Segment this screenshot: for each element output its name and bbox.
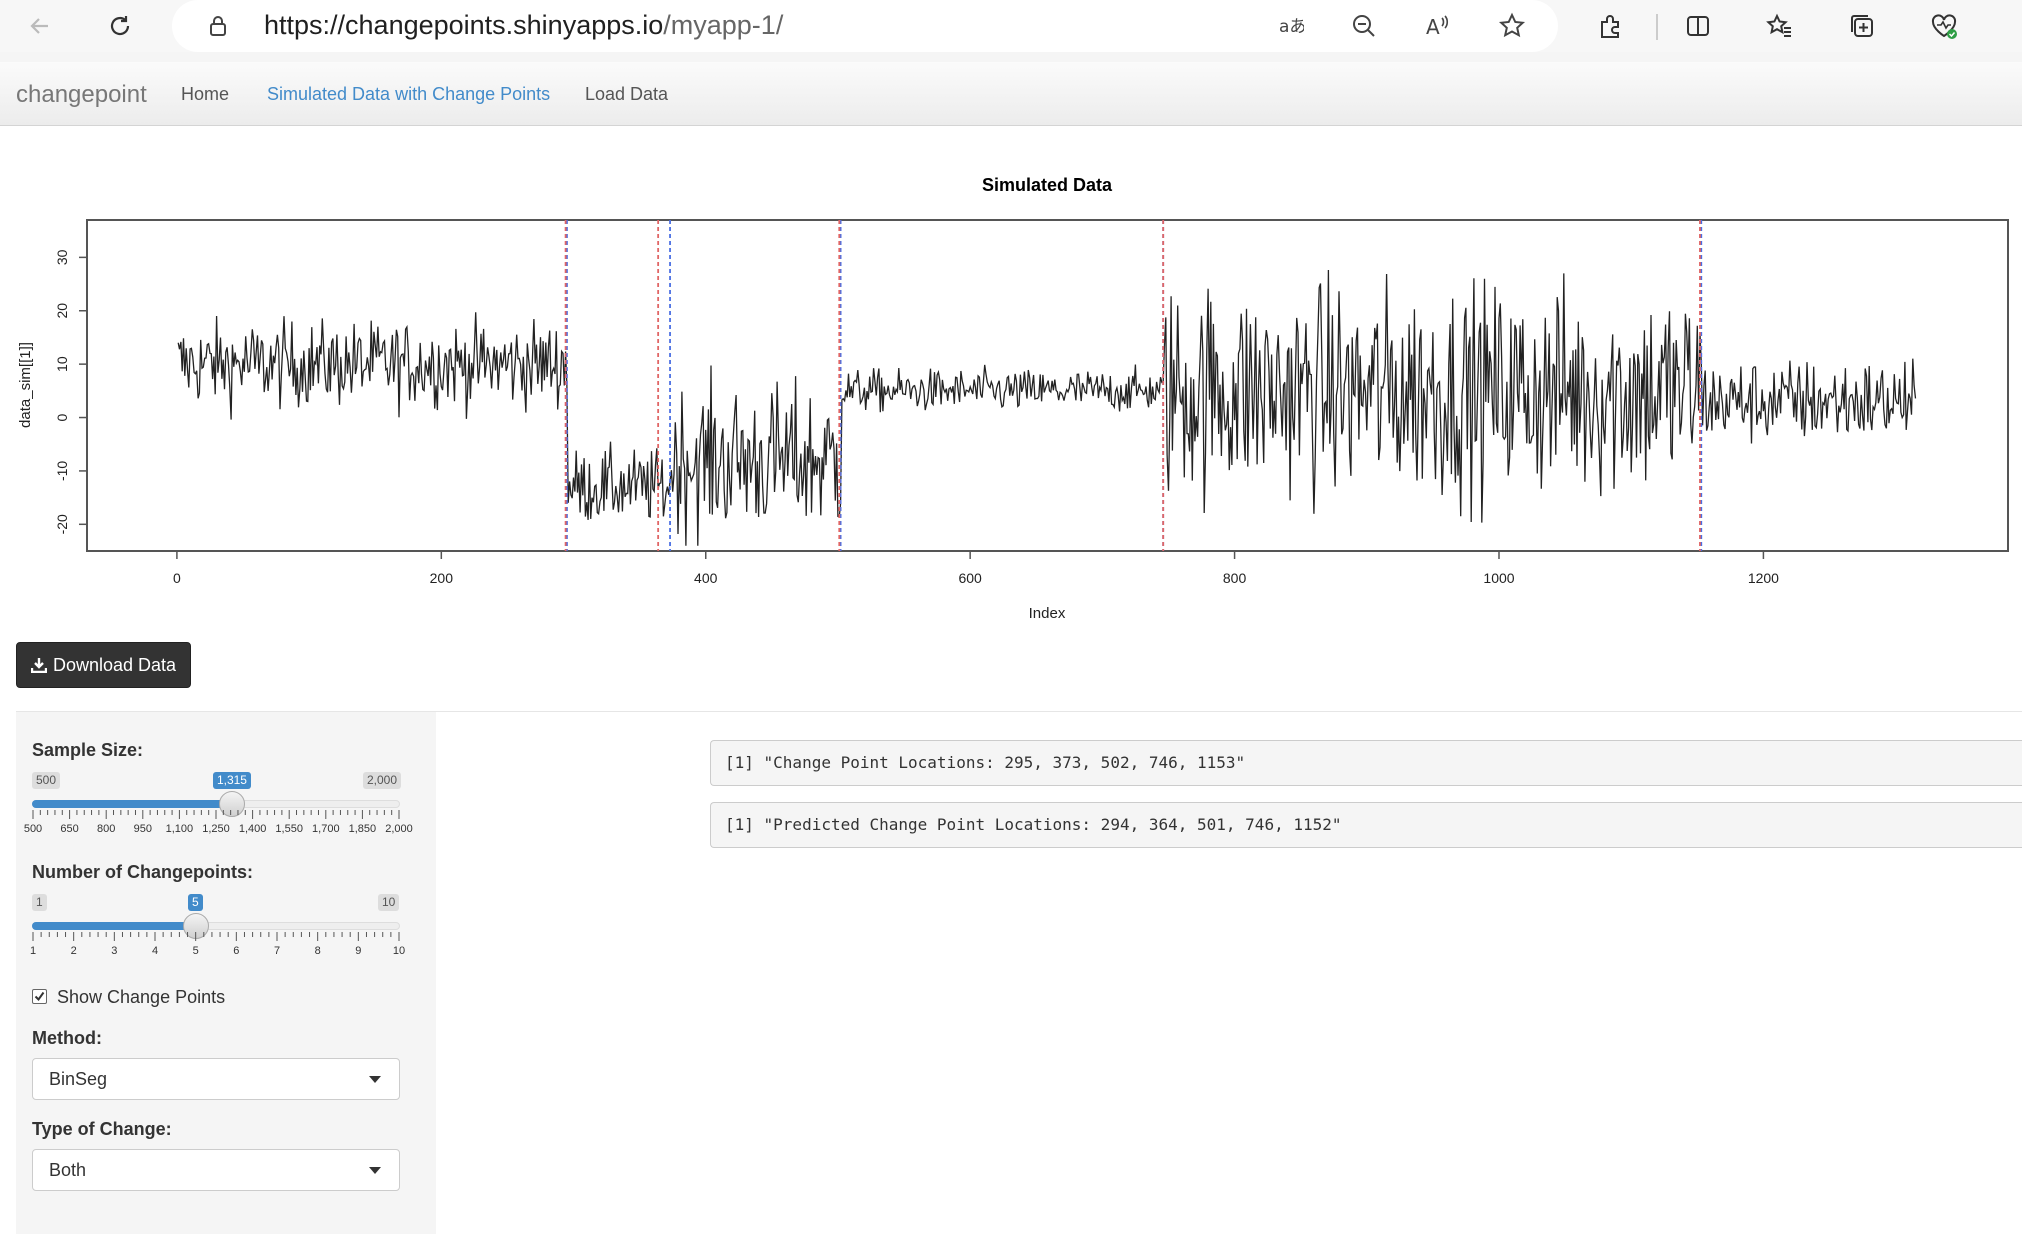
plot-frame [86,219,2009,552]
sample-size-ticks [32,810,400,819]
slider-tick-label: 650 [60,823,79,835]
extensions-icon[interactable] [1594,10,1626,42]
app-navbar: changepoint Home Simulated Data with Cha… [0,62,2022,126]
svg-text:aあ: aあ [1279,17,1304,37]
y-tick-label: 10 [54,356,70,372]
slider-tick-label: 1,850 [348,823,377,835]
x-tick-label: 1200 [1748,570,1779,586]
checkmark-icon [34,991,45,1002]
y-tick-label: 30 [54,249,70,265]
slider-tick-label: 5 [192,945,199,957]
type-of-change-select[interactable]: Both [32,1149,400,1191]
slider-tick-label: 1,700 [312,823,340,835]
refresh-icon[interactable] [104,10,136,42]
num-changepoints-label: Number of Changepoints: [32,862,253,882]
slider-tick-label: 8 [314,945,321,957]
x-tick-label: 1000 [1483,570,1514,586]
tab-load-data[interactable]: Load Data [585,84,669,104]
favorites-icon[interactable] [1764,10,1796,42]
slider-tick-label: 1 [29,945,37,957]
url-path: /myapp-1/ [663,10,784,40]
browser-essentials-icon[interactable] [1928,10,1960,42]
method-select[interactable]: BinSeg [32,1058,400,1100]
translate-icon[interactable]: aあ [1274,10,1306,42]
slider-tick-label: 6 [233,945,240,957]
chevron-down-icon [369,1076,381,1083]
address-bar[interactable]: https://changepoints.shinyapps.io/myapp-… [172,0,1558,52]
navbar-brand[interactable]: changepoint [16,81,147,108]
favorite-star-icon[interactable] [1496,10,1528,42]
slider-tick-label: 1,400 [238,823,267,835]
download-data-button[interactable]: Download Data [16,642,191,688]
sample-size-fill [32,800,232,808]
y-axis-label: data_sim[[1]] [17,342,34,428]
slider-tick-label: 500 [23,823,43,835]
x-tick-label: 400 [694,570,718,586]
chevron-down-icon [369,1167,381,1174]
lock-icon[interactable] [202,10,234,42]
read-aloud-icon[interactable]: A [1422,10,1454,42]
sample-size-value: 1,315 [212,772,251,789]
slider-tick-label: 10 [392,945,406,957]
predicted-change-points-output: [1] "Predicted Change Point Locations: 2… [710,802,2022,848]
tab-home[interactable]: Home [181,84,230,104]
sample-size-max: 2,000 [363,772,402,789]
slider-tick-label: 1,250 [202,823,230,835]
x-axis-label: Index [1029,605,1066,622]
x-tick-label: 0 [173,570,181,586]
data-series-line [177,269,1917,546]
type-of-change-selected-value: Both [49,1160,87,1180]
url-host: https://changepoints.shinyapps.io [264,10,664,40]
slider-tick-label: 2 [70,945,77,957]
back-arrow-icon[interactable] [24,10,56,42]
browser-toolbar: https://changepoints.shinyapps.io/myapp-… [0,0,2022,52]
slider-tick-label: 1,100 [165,823,194,835]
slider-tick-label: 7 [273,945,281,957]
toolbar-divider [1656,14,1658,40]
y-tick-label: -10 [54,461,70,481]
sample-size-label: Sample Size: [32,740,144,760]
zoom-out-icon[interactable] [1348,10,1380,42]
slider-tick-label: 2,000 [385,823,413,835]
change-point-locations-output: [1] "Change Point Locations: 295, 373, 5… [710,740,2022,786]
num-changepoints-ticks [32,932,400,941]
slider-tick-label: 9 [355,945,362,957]
slider-tick-label: 4 [151,945,159,957]
num-changepoints-value: 5 [188,894,203,911]
slider-tick-label: 950 [133,823,152,835]
x-tick-label: 800 [1223,570,1247,586]
method-label: Method: [32,1028,102,1048]
split-screen-icon[interactable] [1682,10,1714,42]
sidebar-panel: Sample Size: 500 1,315 2,000 Number of C… [16,712,436,1234]
chart-title: Simulated Data [982,175,1113,195]
y-tick-label: 20 [54,303,70,319]
slider-tick-label: 800 [97,823,116,835]
y-tick-label: -20 [54,514,70,534]
tab-simulated-data[interactable]: Simulated Data with Change Points [267,84,551,104]
x-tick-label: 600 [958,570,982,586]
section-divider [16,711,2022,712]
show-change-points-label[interactable]: Show Change Points [57,987,226,1007]
slider-tick-label: 1,550 [275,823,303,835]
sample-size-min: 500 [32,772,61,789]
type-of-change-label: Type of Change: [32,1119,172,1139]
url-text[interactable]: https://changepoints.shinyapps.io/myapp-… [264,10,783,41]
num-changepoints-max: 10 [378,894,400,911]
show-change-points-checkbox[interactable] [32,989,47,1004]
download-icon [30,658,47,673]
download-data-label: Download Data [52,654,177,675]
svg-text:A: A [1426,15,1440,39]
num-changepoints-min: 1 [32,894,47,911]
slider-tick-label: 3 [111,945,118,957]
y-tick-label: 0 [54,413,70,421]
x-tick-label: 200 [430,570,454,586]
method-selected-value: BinSeg [49,1069,108,1089]
collections-icon[interactable] [1846,10,1878,42]
num-changepoints-fill [32,922,196,930]
